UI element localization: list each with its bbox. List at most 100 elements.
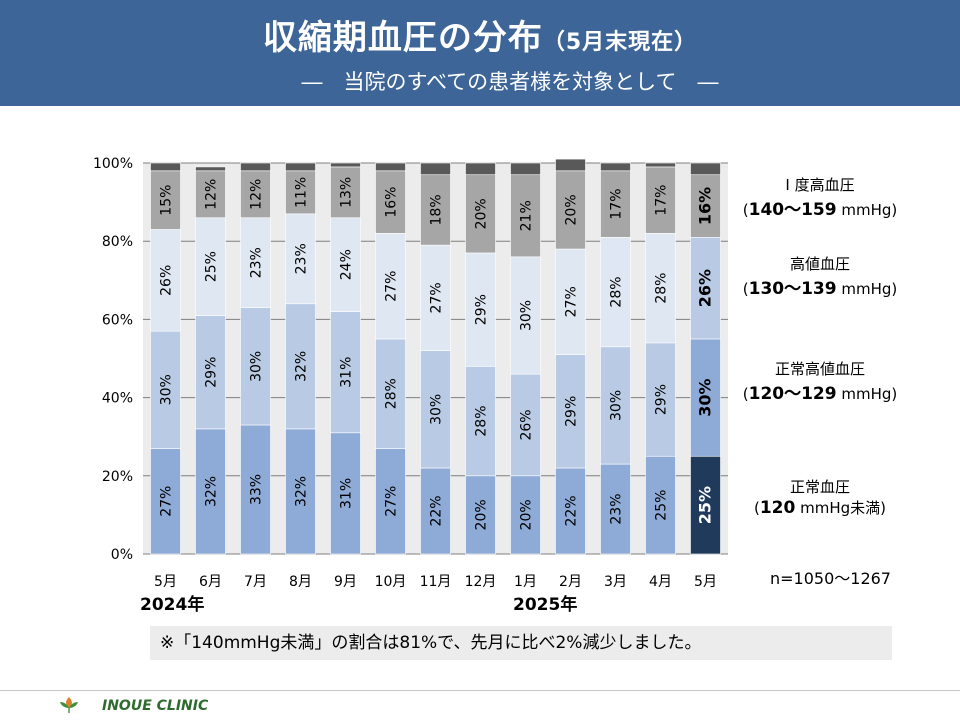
data-label: 28% (474, 405, 490, 436)
data-label: 22% (564, 495, 580, 526)
data-label: 30% (159, 374, 175, 405)
x-tick-label: 4月 (649, 574, 672, 590)
bar-segment (195, 166, 226, 172)
legend-normal-bp: 正常血圧 (120 mmHg未満) (730, 476, 910, 518)
bar-segment (555, 354, 586, 469)
data-label: 32% (204, 476, 220, 507)
data-label: 32% (294, 351, 310, 382)
bar-segment (375, 448, 406, 555)
data-label: 17% (609, 188, 625, 219)
bar-segment (240, 424, 271, 555)
data-label: 11% (294, 177, 310, 208)
legend-range: (130～139 mmHg) (742, 279, 898, 299)
bar-segment (420, 244, 451, 351)
bar-segment (690, 162, 721, 176)
data-label: 30% (696, 378, 715, 416)
bar-segment (600, 162, 631, 172)
title-main: 収縮期血圧の分布 (262, 18, 543, 58)
x-tick-label: 9月 (334, 574, 357, 590)
data-label: 26% (159, 265, 175, 296)
bar-segment (375, 233, 406, 340)
data-label: 16% (384, 187, 400, 218)
data-label: 29% (564, 396, 580, 427)
data-label: 27% (384, 486, 400, 517)
footer-divider (0, 690, 960, 691)
page-title: 収縮期血圧の分布（5月末現在） (0, 10, 960, 59)
bar-segment (555, 170, 586, 250)
y-tick-label: 40% (102, 391, 133, 407)
data-label: 26% (519, 409, 535, 440)
legend-range: (120～129 mmHg) (742, 384, 898, 404)
bar-segment (240, 170, 271, 219)
data-label: 30% (609, 390, 625, 421)
data-label: 20% (474, 198, 490, 229)
y-tick-label: 20% (102, 469, 133, 485)
x-tick-label: 10月 (375, 574, 407, 590)
data-label: 27% (429, 282, 445, 313)
bar-segment (330, 311, 361, 434)
bar-segment (645, 342, 676, 457)
x-tick-label: 7月 (244, 574, 267, 590)
data-label: 27% (384, 271, 400, 302)
bar-segment (465, 475, 496, 555)
bar-segment (555, 158, 586, 172)
data-label: 29% (204, 357, 220, 388)
data-label: 23% (609, 493, 625, 524)
bar-segment (420, 467, 451, 555)
sample-size-label: n=1050～1267 (770, 569, 891, 588)
data-label: 21% (519, 200, 535, 231)
legend-label: 高値血圧 (789, 255, 850, 273)
data-label: 29% (474, 294, 490, 325)
bar-segment (150, 448, 181, 555)
bar-segment (285, 213, 316, 305)
data-label: 32% (294, 476, 310, 507)
data-label: 22% (429, 495, 445, 526)
bar-segment (600, 463, 631, 555)
title-note: （5月末現在） (542, 30, 698, 55)
y-tick-label: 80% (102, 234, 133, 250)
year-label-2024: 2024年 (140, 595, 205, 615)
bar-segment (690, 338, 721, 457)
x-tick-label: 12月 (465, 574, 497, 590)
data-label: 13% (339, 177, 355, 208)
bar-segment (510, 373, 541, 477)
legend-range: (120 mmHg未満) (753, 498, 886, 518)
data-label: 20% (564, 194, 580, 225)
bar-segment (375, 170, 406, 234)
data-label: 30% (429, 394, 445, 425)
clinic-logo-icon (60, 697, 78, 713)
y-tick-label: 60% (102, 312, 133, 328)
legend-high-normal-bp: 高値血圧 (130～139 mmHg) (730, 253, 910, 299)
x-tick-label: 5月 (694, 574, 717, 590)
bar-segment (285, 170, 316, 215)
data-label: 30% (249, 351, 265, 382)
bar-segment (375, 162, 406, 172)
legend-stage1-hypertension: I 度高血圧 (140～159 mmHg) (730, 174, 910, 220)
data-label: 28% (609, 276, 625, 307)
bar-segment (510, 174, 541, 258)
data-label: 28% (654, 273, 670, 304)
x-tick-label: 6月 (199, 574, 222, 590)
y-tick-label: 0% (111, 547, 133, 563)
data-label: 23% (294, 243, 310, 274)
page-subtitle: ― 当院のすべての患者様を対象として ― (301, 70, 719, 94)
bar-segment (330, 217, 361, 312)
bar-segment (555, 248, 586, 355)
data-label: 28% (384, 378, 400, 409)
bar-segment (465, 174, 496, 254)
bar-segment (150, 170, 181, 230)
bar-segment (465, 162, 496, 176)
data-label: 25% (204, 251, 220, 282)
legend-label: 正常高値血圧 (774, 360, 865, 378)
bar-segment (510, 475, 541, 555)
data-label: 20% (519, 499, 535, 530)
bar-segment (645, 162, 676, 168)
x-tick-label: 1月 (514, 574, 537, 590)
x-tick-label: 8月 (289, 574, 312, 590)
data-label: 12% (249, 179, 265, 210)
data-label: 12% (204, 179, 220, 210)
bar-segment (330, 166, 361, 219)
data-label: 18% (429, 194, 445, 225)
bar-segment (600, 346, 631, 465)
